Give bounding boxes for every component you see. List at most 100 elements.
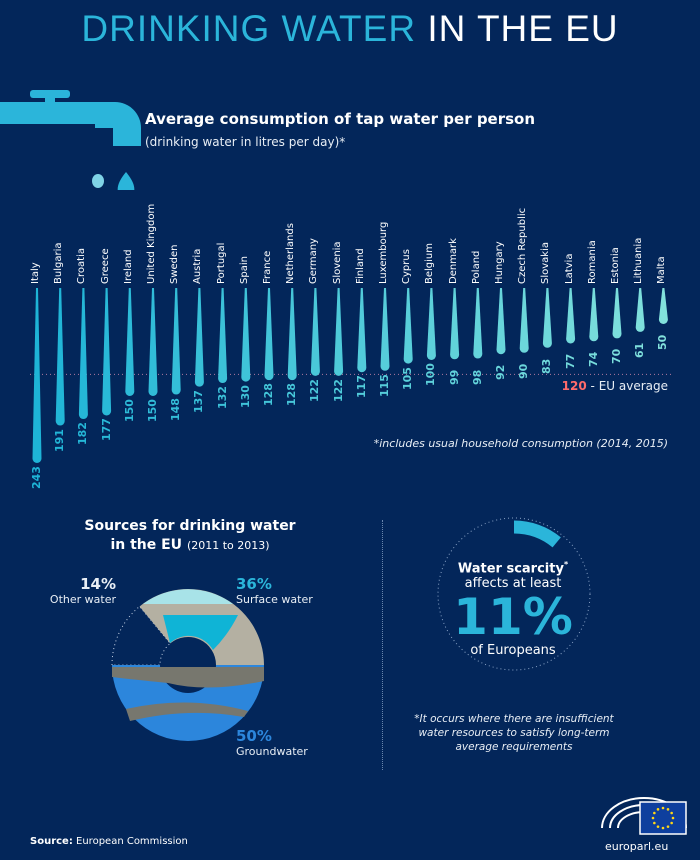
groundwater-legend: 50% Groundwater: [236, 727, 308, 758]
sources-donut: [111, 589, 264, 741]
country-label: Ireland: [122, 249, 134, 284]
value-label: 128: [262, 383, 275, 407]
page-title: DRINKING WATER IN THE EU: [81, 8, 619, 49]
value-label: 83: [540, 358, 554, 374]
drop-hungary: [496, 288, 506, 355]
drop-finland: [357, 288, 367, 373]
country-label: Estonia: [610, 247, 621, 284]
star-icon: [670, 811, 673, 815]
eu-average-label: 120 - EU average: [561, 379, 668, 393]
drop-slovakia: [542, 288, 552, 348]
country-label: Austria: [192, 248, 204, 284]
chart-title: Average consumption of tap water per per…: [145, 110, 536, 128]
drop-slovenia: [334, 288, 344, 376]
value-label: 105: [401, 366, 415, 390]
star-icon: [656, 808, 660, 811]
country-label: Denmark: [447, 238, 459, 284]
value-label: 128: [285, 383, 299, 407]
value-label: 70: [610, 349, 623, 365]
value-label: 92: [494, 364, 507, 381]
country-label: Belgium: [424, 243, 436, 284]
value-label: 74: [586, 351, 600, 368]
value-label: 117: [354, 375, 368, 399]
country-label: Croatia: [76, 248, 88, 284]
drop-bulgaria: [55, 288, 65, 426]
value-label: 148: [169, 397, 183, 421]
value-label: 150: [122, 399, 136, 422]
country-label: Romania: [586, 240, 598, 284]
value-label: 100: [424, 363, 438, 386]
country-label: Germany: [308, 238, 320, 284]
tap-icon: [0, 90, 141, 190]
star-icon: [653, 821, 656, 825]
drop-united-kingdom: [148, 288, 158, 396]
star-icon: [651, 816, 655, 820]
drop-austria: [194, 288, 204, 387]
drop-netherlands: [287, 288, 297, 381]
country-label: Lithuania: [633, 237, 645, 284]
surface-water-legend: 36% Surface water: [236, 575, 313, 606]
surface-water-layer: [163, 615, 238, 650]
country-label: Bulgaria: [53, 242, 65, 284]
rock-layer-2: [126, 702, 248, 721]
drop-romania: [589, 288, 599, 342]
country-label: Czech Republic: [517, 207, 529, 284]
drop-cyprus: [403, 288, 413, 364]
drop-ireland: [125, 288, 135, 396]
divider: [382, 520, 383, 770]
drop-latvia: [566, 288, 576, 344]
website-link[interactable]: europarl.eu: [605, 840, 669, 853]
star-icon: [666, 808, 670, 811]
value-label: 132: [215, 386, 229, 410]
star-icon: [671, 816, 675, 820]
country-label: Spain: [238, 256, 250, 284]
star-icon: [666, 825, 670, 828]
value-label: 61: [633, 342, 647, 358]
pie-title: Sources for drinking water in the EU (201…: [84, 518, 296, 553]
country-label: France: [262, 250, 273, 284]
value-label: 182: [76, 422, 90, 446]
country-label: Malta: [656, 256, 668, 284]
country-label: Portugal: [215, 242, 227, 284]
drop-spain: [241, 288, 251, 382]
value-label: 177: [99, 418, 113, 442]
star-icon: [656, 825, 660, 828]
value-label: 150: [146, 399, 159, 422]
country-label: Netherlands: [285, 223, 297, 284]
drop-sweden: [171, 288, 181, 395]
country-label: Poland: [470, 250, 482, 284]
country-label: Cyprus: [401, 249, 413, 284]
drop-luxembourg: [380, 288, 390, 371]
chart-subtitle: (drinking water in litres per day)*: [145, 135, 346, 149]
european-parliament-logo: [601, 797, 687, 835]
star-icon: [661, 826, 665, 830]
source: Source: European Commission: [30, 836, 188, 847]
drop-greece: [102, 288, 112, 416]
drop-france: [264, 288, 274, 381]
slice-other-water: [111, 605, 171, 666]
country-label: Greece: [99, 248, 111, 284]
drop-germany: [310, 288, 320, 376]
country-label: Luxembourg: [378, 221, 389, 284]
scarcity-text: Water scarcity* affects at least 11% of …: [453, 560, 573, 659]
value-label: 122: [331, 378, 345, 402]
value-label: 50: [656, 334, 670, 350]
drop-croatia: [78, 288, 88, 420]
star-icon: [670, 821, 673, 825]
value-label: 98: [470, 369, 484, 385]
drop-belgium: [426, 288, 436, 360]
sky-layer: [143, 589, 233, 604]
country-label: Slovakia: [540, 242, 552, 284]
country-label: Slovenia: [331, 241, 343, 284]
value-label: 90: [517, 363, 531, 379]
rock-layer: [112, 667, 264, 688]
footnote: *includes usual household consumption (2…: [373, 437, 668, 450]
country-label: United Kingdom: [146, 203, 157, 284]
value-label: 77: [563, 354, 577, 370]
scarcity-ring: [437, 517, 591, 671]
other-water-legend: 14% Other water: [49, 575, 116, 606]
drop-czech-republic: [519, 288, 529, 353]
country-label: Sweden: [169, 244, 181, 284]
country-label: Italy: [30, 262, 41, 284]
country-label: Finland: [354, 248, 366, 284]
